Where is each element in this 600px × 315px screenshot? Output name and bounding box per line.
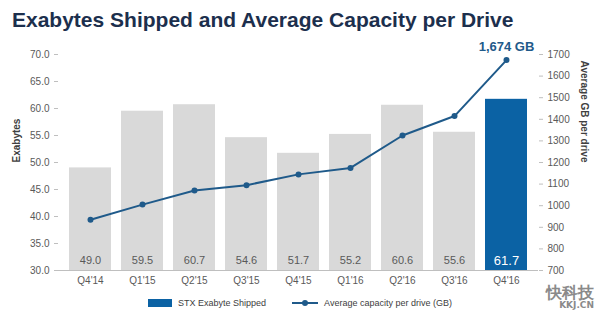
svg-text:55.6: 55.6 bbox=[444, 254, 465, 266]
svg-text:55.0: 55.0 bbox=[30, 130, 50, 141]
svg-text:Q1'16: Q1'16 bbox=[337, 275, 364, 286]
svg-text:1,674 GB: 1,674 GB bbox=[479, 39, 535, 54]
svg-text:Q1'15: Q1'15 bbox=[129, 275, 156, 286]
svg-text:54.6: 54.6 bbox=[236, 254, 257, 266]
svg-text:1000: 1000 bbox=[548, 200, 571, 211]
svg-text:40.0: 40.0 bbox=[30, 211, 50, 222]
svg-text:800: 800 bbox=[548, 243, 565, 254]
svg-text:60.0: 60.0 bbox=[30, 103, 50, 114]
svg-text:61.7: 61.7 bbox=[494, 253, 519, 268]
svg-text:60.7: 60.7 bbox=[184, 254, 205, 266]
svg-text:49.0: 49.0 bbox=[80, 254, 101, 266]
svg-text:900: 900 bbox=[548, 222, 565, 233]
svg-text:45.0: 45.0 bbox=[30, 184, 50, 195]
svg-text:1200: 1200 bbox=[548, 157, 571, 168]
svg-text:1300: 1300 bbox=[548, 135, 571, 146]
svg-text:55.2: 55.2 bbox=[340, 254, 361, 266]
svg-text:51.7: 51.7 bbox=[288, 254, 309, 266]
html-text:快科技: 快科技 bbox=[546, 282, 594, 302]
svg-text:700: 700 bbox=[548, 265, 565, 276]
svg-text:70.0: 70.0 bbox=[30, 49, 50, 60]
html-text:KKJ.CN: KKJ.CN bbox=[559, 300, 594, 311]
svg-text:Q4'15: Q4'15 bbox=[285, 275, 312, 286]
svg-text:Average GB per drive: Average GB per drive bbox=[579, 61, 590, 163]
svg-text:65.0: 65.0 bbox=[30, 76, 50, 87]
svg-text:1100: 1100 bbox=[548, 178, 570, 189]
svg-text:Q4'14: Q4'14 bbox=[77, 275, 104, 286]
svg-text:Q2'16: Q2'16 bbox=[389, 275, 416, 286]
html-text:Exabytes Shipped and Average C: Exabytes Shipped and Average Capacity pe… bbox=[12, 8, 514, 31]
svg-text:35.0: 35.0 bbox=[30, 238, 50, 249]
html-text:Average capacity per drive (GB: Average capacity per drive (GB) bbox=[324, 298, 452, 308]
svg-text:1400: 1400 bbox=[548, 114, 571, 125]
svg-text:Q2'15: Q2'15 bbox=[181, 275, 208, 286]
svg-text:Q3'16: Q3'16 bbox=[441, 275, 468, 286]
svg-text:1600: 1600 bbox=[548, 70, 571, 81]
svg-text:1500: 1500 bbox=[548, 92, 571, 103]
svg-text:30.0: 30.0 bbox=[30, 265, 50, 276]
html-text:STX Exabyte Shipped: STX Exabyte Shipped bbox=[178, 298, 267, 308]
svg-text:59.5: 59.5 bbox=[132, 254, 153, 266]
svg-text:Q3'15: Q3'15 bbox=[233, 275, 260, 286]
svg-text:Exabytes: Exabytes bbox=[11, 118, 22, 162]
svg-text:50.0: 50.0 bbox=[30, 157, 50, 168]
svg-text:1700: 1700 bbox=[548, 49, 571, 60]
svg-text:60.6: 60.6 bbox=[392, 254, 413, 266]
svg-text:Q4'16: Q4'16 bbox=[493, 275, 520, 286]
